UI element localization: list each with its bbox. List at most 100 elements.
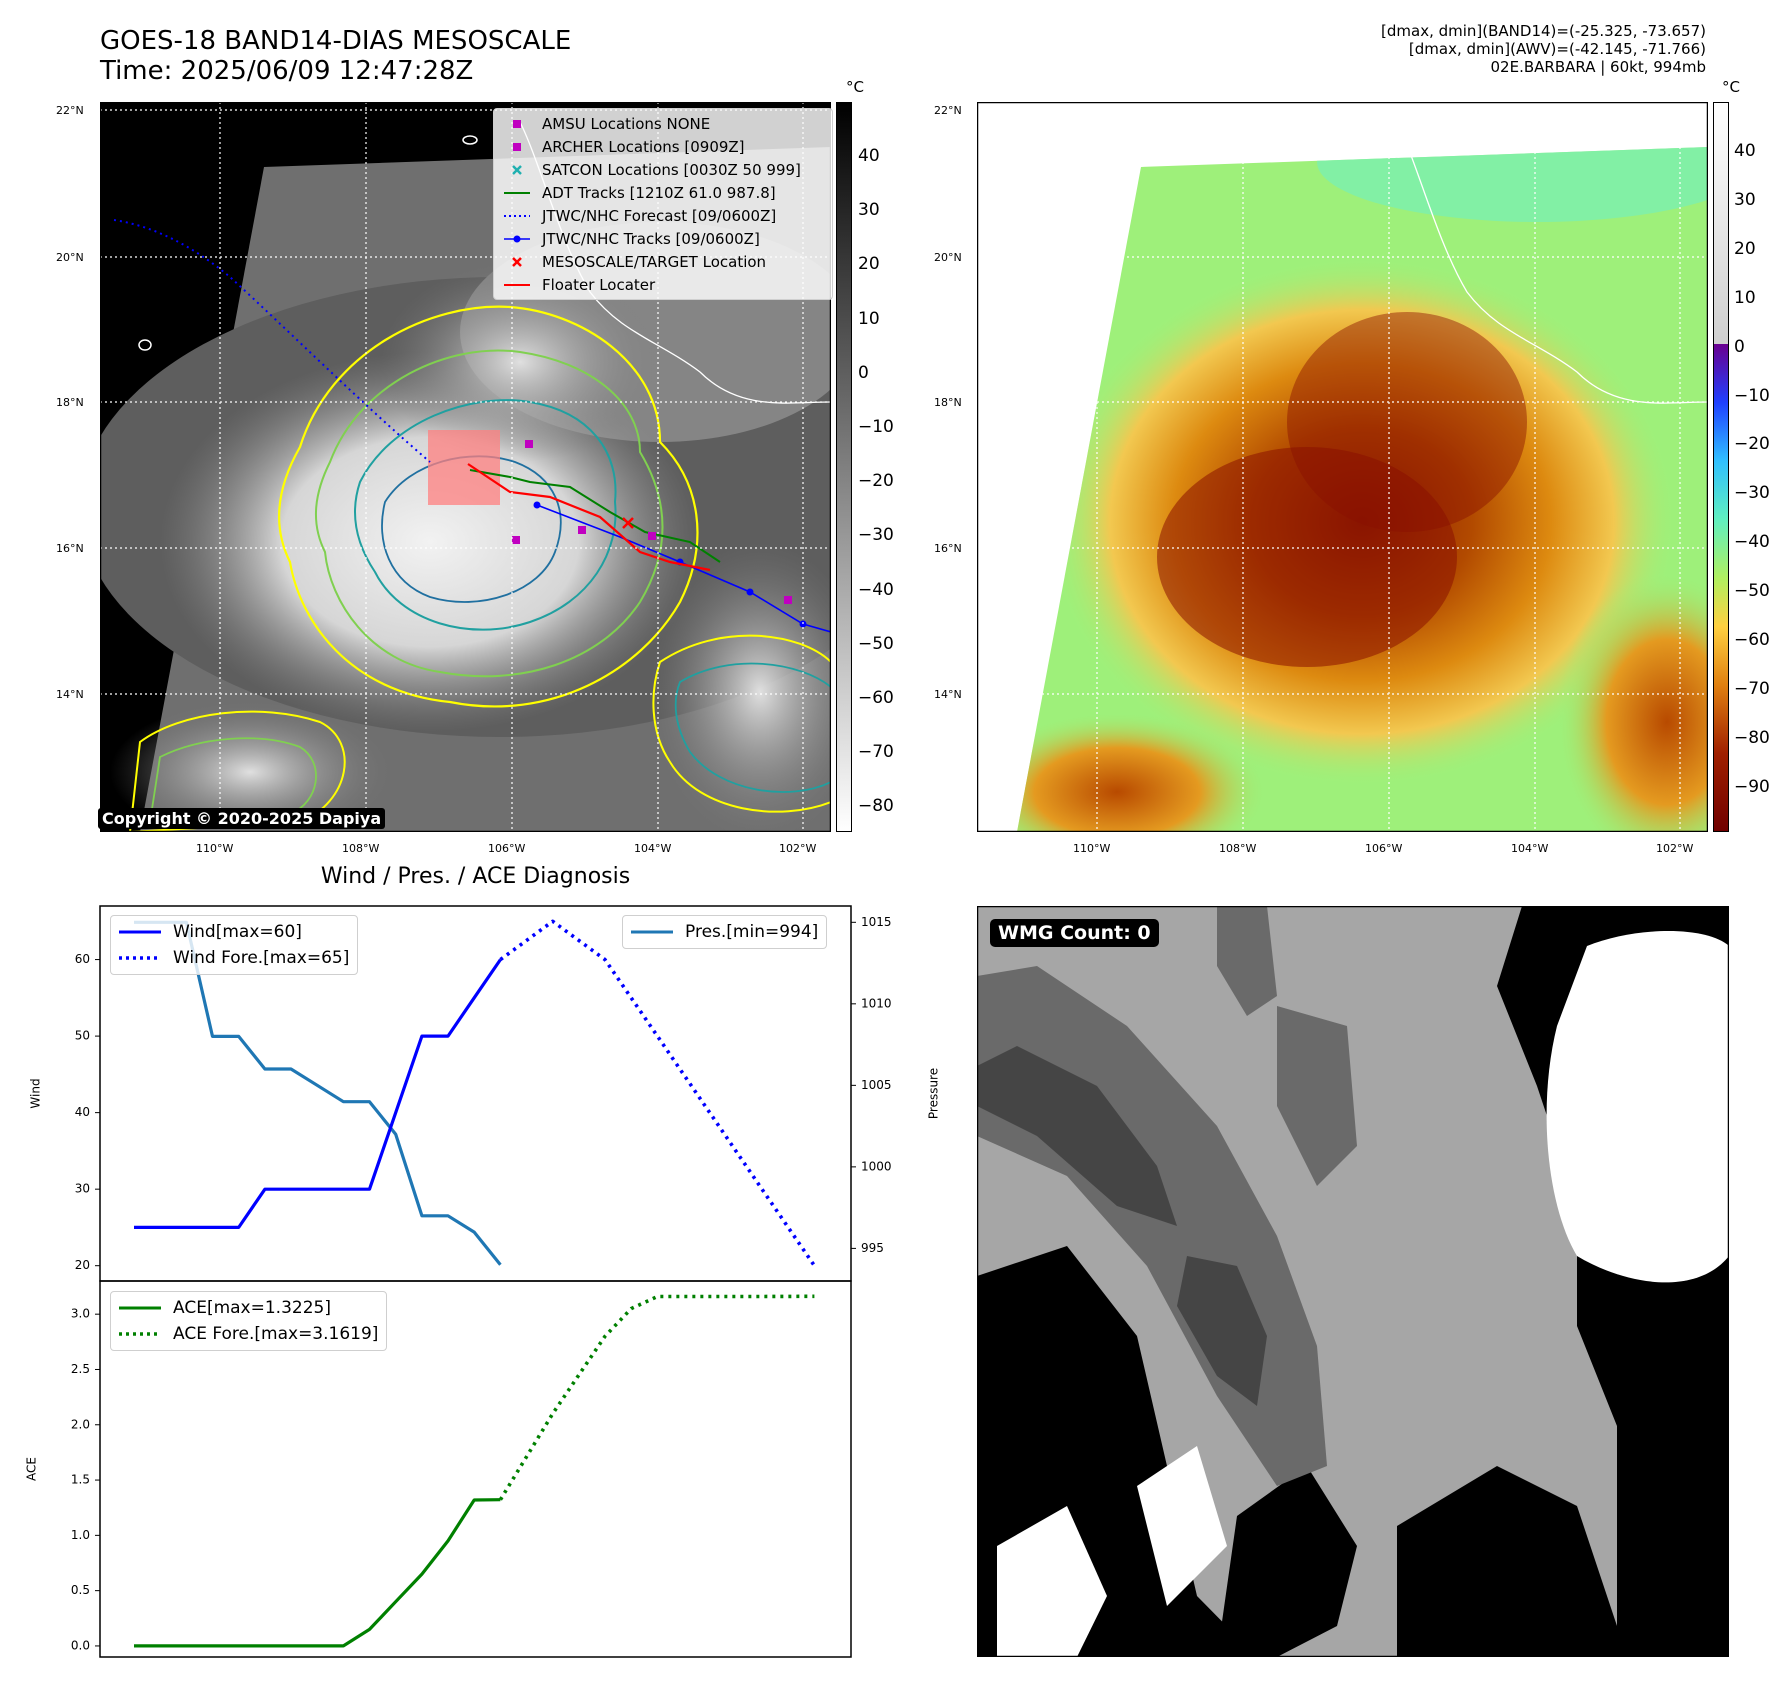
wind-ytick-label: 20 (75, 1258, 90, 1272)
pressure-ytick-label: 1010 (861, 996, 892, 1010)
legend-wind-forecast: Wind Fore.[max=65] (119, 945, 349, 971)
ir-colorbar-tick-label: 30 (858, 200, 880, 221)
ir-colorbar-tick-label: 0 (858, 362, 869, 383)
wind-ytick-label: 40 (75, 1105, 90, 1119)
legend-archer: ARCHER Locations [0909Z] (504, 135, 832, 158)
awv-colorbar-tick-label: −10 (1734, 385, 1770, 406)
line-marker-icon (504, 191, 530, 194)
wind-forecast-series-line (499, 919, 816, 1267)
awv-colorbar-tick-label: −70 (1734, 678, 1770, 699)
legend-best-track: JTWC/NHC Tracks [09/0600Z] (504, 227, 832, 250)
awv-lon-label: 104°W (1511, 842, 1549, 855)
ir-lat-label: 18°N (56, 396, 84, 409)
legend-ace: ACE[max=1.3225] (119, 1295, 378, 1321)
pressure-legend: Pres.[min=994] (622, 915, 828, 949)
square-marker-icon (513, 119, 521, 128)
ir-lon-label: 104°W (634, 842, 672, 855)
diagnostic-info: [dmax, dmin](BAND14)=(-25.325, -73.657) … (1381, 22, 1706, 76)
wmg-clear-region (1546, 931, 1729, 1283)
ace-ytick-label: 1.0 (71, 1528, 90, 1542)
best-track (536, 504, 831, 633)
awv-lon-label: 106°W (1365, 842, 1403, 855)
line-dot-icon (504, 235, 530, 242)
ace-ytick-label: 1.5 (71, 1473, 90, 1487)
figure-timestamp: Time: 2025/06/09 12:47:28Z (100, 56, 474, 86)
awv-colorbar-tick-label: −50 (1734, 581, 1770, 602)
awv-lon-label: 110°W (1073, 842, 1111, 855)
awv-lat-label: 16°N (934, 542, 962, 555)
ir-colorbar-tick-label: −80 (858, 796, 894, 817)
pressure-ytick-label: 1005 (861, 1078, 892, 1092)
awv-colorbar (1713, 102, 1729, 832)
contour-teal (354, 399, 617, 631)
ace-ytick-label: 0.0 (71, 1638, 90, 1652)
ir-colorbar-tick-label: 40 (858, 146, 880, 166)
ace-ytick-label: 2.5 (71, 1362, 90, 1376)
wmg-count-badge: WMG Count: 0 (990, 919, 1159, 947)
awv-colorbar-unit: °C (1722, 78, 1740, 96)
awv-lat-label: 22°N (934, 104, 962, 117)
ace-series-line (134, 1498, 501, 1648)
legend-satcon: SATCON Locations [0030Z 50 999] (504, 158, 832, 181)
solid-line-icon (119, 930, 161, 934)
awv-lon-label: 102°W (1656, 842, 1694, 855)
ace-axis-label: ACE (25, 1457, 39, 1481)
ir-lon-label: 108°W (342, 842, 380, 855)
wind-ytick-label: 60 (75, 952, 90, 966)
ir-colorbar (836, 102, 852, 832)
copyright-badge: Copyright © 2020-2025 Dapiya (98, 808, 386, 829)
ir-lon-label: 110°W (196, 842, 234, 855)
wind-series-line (134, 958, 502, 1229)
legend-wind: Wind[max=60] (119, 919, 349, 945)
wind-axis-label: Wind (29, 1078, 43, 1108)
ir-lat-label: 22°N (56, 104, 84, 117)
ir-legend: AMSU Locations NONE ARCHER Locations [09… (493, 108, 833, 300)
ir-colorbar-tick-label: 10 (858, 308, 880, 329)
band14-range: [dmax, dmin](BAND14)=(-25.325, -73.657) (1381, 22, 1706, 40)
pressure-ytick-label: 995 (861, 1241, 884, 1255)
awv-colorbar-tick-label: 40 (1734, 141, 1756, 161)
awv-colorbar-tick-label: −60 (1734, 630, 1770, 650)
legend-ace-forecast: ACE Fore.[max=3.1619] (119, 1321, 378, 1347)
awv-colorbar-tick-label: 20 (1734, 238, 1756, 259)
ir-colorbar-tick-label: −70 (858, 742, 894, 763)
legend-mesoscale: MESOSCALE/TARGET Location (504, 250, 832, 273)
ace-legend: ACE[max=1.3225] ACE Fore.[max=3.1619] (110, 1291, 388, 1351)
ace-forecast-series-line (498, 1294, 815, 1501)
ir-colorbar-tick-label: −40 (858, 579, 894, 600)
dotted-line-icon (119, 956, 161, 960)
awv-colorbar-tick-label: −90 (1734, 776, 1770, 797)
awv-range: [dmax, dmin](AWV)=(-42.145, -71.766) (1408, 40, 1706, 58)
wind-legend: Wind[max=60] Wind Fore.[max=65] (110, 915, 359, 975)
ir-colorbar-unit: °C (846, 78, 864, 96)
awv-colorbar-tick-label: 10 (1734, 287, 1756, 308)
ir-lat-label: 20°N (56, 251, 84, 264)
awv-lat-label: 20°N (934, 251, 962, 264)
ir-colorbar-tick-label: 20 (858, 254, 880, 275)
pressure-ytick-label: 1000 (861, 1159, 892, 1173)
diagnosis-chart-title: Wind / Pres. / ACE Diagnosis (320, 864, 631, 889)
legend-floater: Floater Locater (504, 273, 832, 296)
solid-line-icon (119, 1306, 161, 1310)
ace-axes-frame (99, 1280, 852, 1658)
ir-lat-label: 14°N (56, 688, 84, 701)
awv-lon-label: 108°W (1219, 842, 1257, 855)
solid-line-icon (631, 930, 673, 934)
ace-ytick-label: 3.0 (71, 1307, 90, 1321)
awv-colorbar-tick-label: 0 (1734, 336, 1745, 357)
ir-colorbar-tick-label: −30 (858, 525, 894, 546)
pressure-ytick-label: 1015 (861, 915, 892, 929)
dotted-line-icon (504, 214, 530, 217)
legend-pressure: Pres.[min=994] (631, 919, 818, 945)
legend-forecast: JTWC/NHC Forecast [09/0600Z] (504, 204, 832, 227)
ir-colorbar-tick-label: −20 (858, 471, 894, 492)
x-marker-icon (512, 256, 522, 267)
awv-map (977, 102, 1708, 832)
floater-track (467, 463, 711, 572)
ir-colorbar-tick-label: −50 (858, 633, 894, 654)
awv-colorbar-tick-label: −80 (1734, 727, 1770, 748)
pressure-axis-label: Pressure (927, 1068, 941, 1119)
wmg-panel (977, 906, 1729, 1657)
ace-ytick-label: 0.5 (71, 1583, 90, 1597)
line-marker-icon (504, 283, 530, 286)
